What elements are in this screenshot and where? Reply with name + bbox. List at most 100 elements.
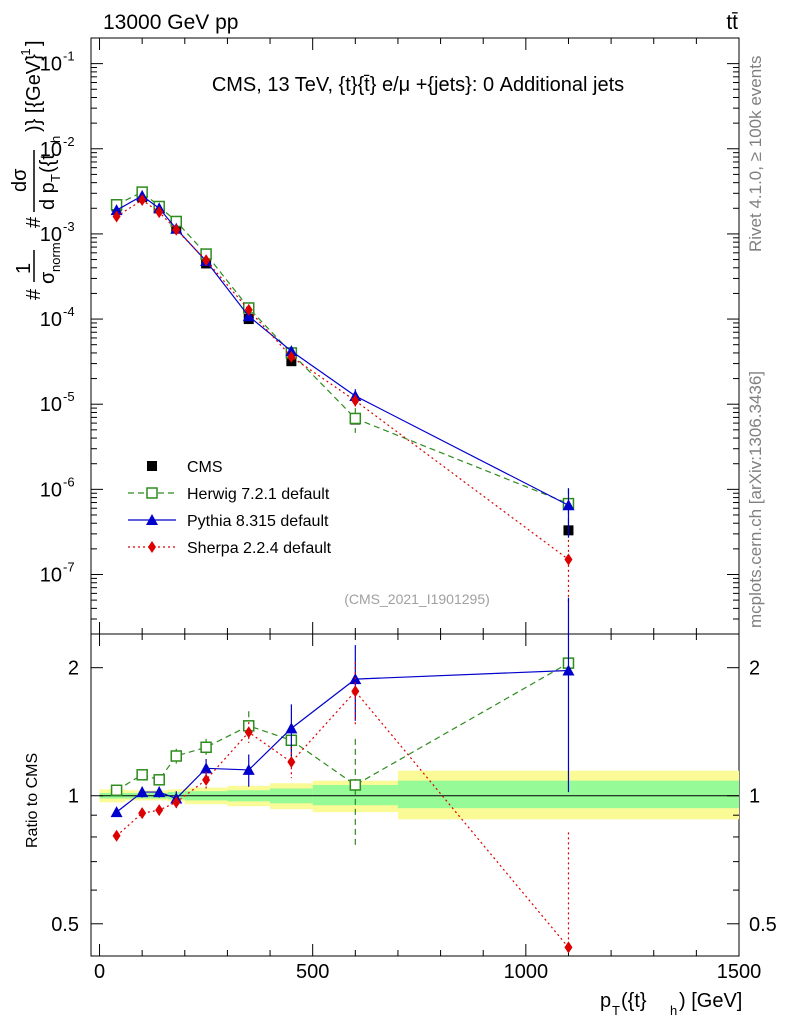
series-marker (155, 206, 164, 219)
ratio-marker (110, 806, 123, 818)
svg-text:#: # (23, 216, 45, 228)
main-y-tick-label: 10 (40, 139, 62, 161)
header-left: 13000 GeV pp (103, 11, 238, 34)
ylabel-exp: -1 (18, 48, 33, 60)
main-y-tick-exp: -4 (63, 304, 75, 319)
series-marker (285, 345, 298, 357)
xlabel-T: T (612, 1003, 620, 1018)
ylabel-one: 1 (13, 263, 35, 274)
svg-text:1: 1 (13, 263, 35, 274)
ylabel-arg: ({t (37, 154, 59, 173)
series-marker (351, 394, 360, 407)
analysis-tag: (CMS_2021_I1901295) (344, 591, 490, 607)
main-y-tick-exp: -7 (63, 559, 75, 574)
ratio-marker (285, 722, 298, 734)
svg-text:T: T (48, 174, 63, 182)
ratio-marker (351, 685, 360, 698)
svg-text:({t: ({t (37, 154, 59, 173)
legend-marker (148, 541, 156, 553)
x-axis-label: p T ({t} h ) [GeV] (600, 990, 742, 1018)
ylabel-hash2: # (23, 216, 45, 228)
legend-label: Pythia 8.315 default (187, 513, 329, 530)
ratio-marker (564, 941, 573, 954)
ratio-marker (153, 774, 165, 786)
main-y-tick-label: 10 (40, 309, 62, 331)
svg-text:dσ: dσ (9, 168, 31, 192)
series-line (116, 191, 569, 505)
ratio-y-tick-label: 1 (68, 786, 79, 808)
axis-ticks: 10 -110 -210 -310 -410 -510 -610 -70 500 1000 1500… (40, 37, 777, 983)
ratio-y-tick-label-right: 2 (749, 658, 760, 680)
xlabel-arg: ({t} (621, 990, 647, 1012)
main-y-tick-exp: -6 (63, 474, 75, 489)
series-marker (172, 223, 181, 236)
series-marker (112, 210, 121, 223)
ratio-marker (155, 804, 164, 817)
ylabel-hash1: # (23, 288, 45, 300)
series-marker (564, 553, 573, 566)
plot-title: CMS, 13 TeV, {t}{t̄} e/μ +{jets}: 0 Addi… (212, 74, 624, 96)
ratio-marker (562, 664, 575, 676)
main-y-tick-label: 10 (40, 479, 62, 501)
series-marker (287, 350, 296, 363)
legend-marker (146, 487, 158, 499)
xlabel-p: p (600, 990, 611, 1012)
svg-text:norm: norm (48, 242, 63, 272)
rivet-label: Rivet 4.1.0, ≥ 100k events (746, 56, 765, 252)
ratio-y-tick-label-right: 1 (749, 786, 760, 808)
plot-series (110, 186, 575, 954)
main-y-tick-exp: -5 (63, 389, 75, 404)
ratio-marker (170, 750, 183, 762)
series-marker (562, 499, 575, 511)
svg-text:T: T (612, 1003, 620, 1018)
x-tick-label: 500 (296, 961, 329, 983)
xlabel-unit: ) [GeV] (679, 990, 742, 1012)
x-tick-label: 1500 (717, 961, 762, 983)
main-y-tick-label: 10 (40, 54, 62, 76)
main-y-tick-label: 10 (40, 564, 62, 586)
ylabel-close: )} [{GeV} (23, 54, 45, 132)
ratio-marker (172, 796, 181, 809)
main-y-tick-exp: -1 (63, 49, 75, 64)
svg-text:]: ] (23, 40, 45, 46)
ratio-marker (244, 726, 253, 739)
ratio-y-tick-label: 0.5 (51, 914, 79, 936)
ylabel-T: T (48, 174, 63, 182)
legend-label: Sherpa 2.2.4 default (187, 540, 332, 557)
svg-text:p: p (600, 990, 611, 1012)
ratio-marker (202, 773, 211, 786)
main-y-tick-exp: -3 (63, 219, 75, 234)
x-tick-label: 1000 (504, 961, 549, 983)
ratio-marker (136, 786, 149, 798)
main-y-tick-label: 10 (40, 394, 62, 416)
ratio-marker (349, 779, 362, 791)
svg-text:h: h (48, 136, 63, 143)
series-marker (138, 194, 147, 207)
ratio-marker (110, 784, 123, 797)
legend-label: Herwig 7.2.1 default (187, 486, 330, 503)
svg-text:-1: -1 (18, 48, 33, 60)
ratio-marker (138, 807, 147, 820)
ratio-marker (136, 769, 148, 781)
series-line (116, 195, 569, 506)
svg-text:)} [{GeV}: )} [{GeV} (23, 54, 45, 132)
series-marker (244, 303, 253, 316)
legend-marker (146, 514, 158, 525)
main-y-tick-exp: -2 (63, 134, 75, 149)
main-y-axis-label: # 1 σ norm # dσ d p T ({t h )} (9, 40, 63, 300)
band-inner (312, 784, 398, 806)
series-marker (349, 412, 362, 425)
svg-text:#: # (23, 288, 45, 300)
ratio-y-axis-label: Ratio to CMS (24, 753, 41, 848)
svg-text:) [GeV]: ) [GeV] (679, 990, 742, 1012)
series-line (116, 199, 569, 560)
header-right: tt̄ (726, 11, 738, 34)
svg-text:({t}: ({t} (621, 990, 647, 1012)
svg-text:d p: d p (37, 182, 59, 210)
legend-marker-cms (147, 461, 157, 471)
ratio-marker (200, 762, 213, 774)
legend: CMS Herwig 7.2.1 default Pythia 8.315 defa… (128, 459, 332, 557)
ratio-bands (99, 770, 739, 820)
ylabel-dpt: d p (37, 182, 59, 210)
